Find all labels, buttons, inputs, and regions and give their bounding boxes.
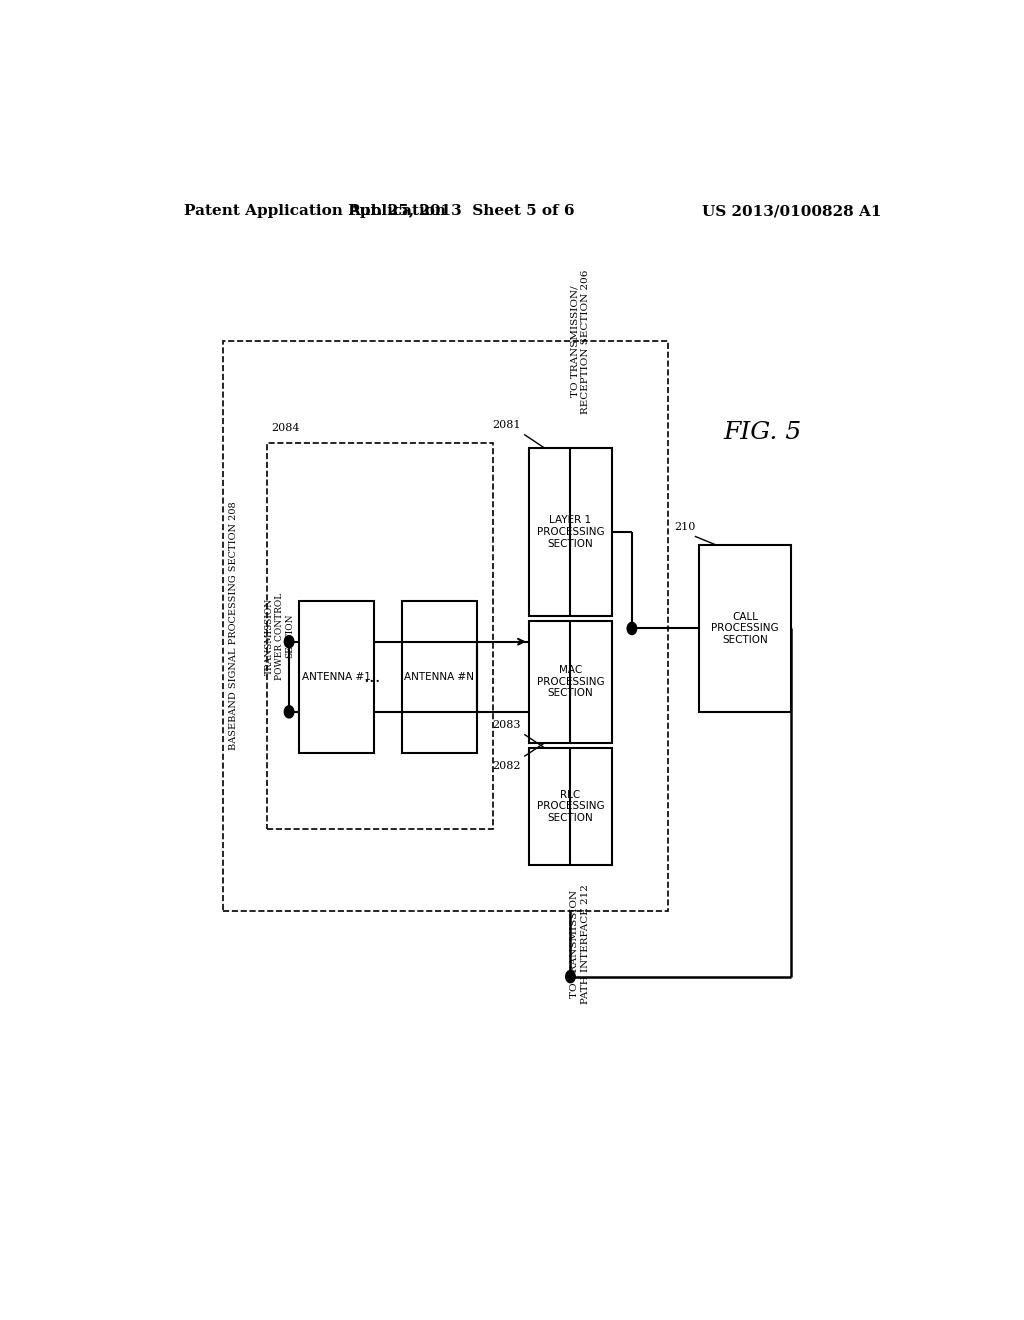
Text: 2084: 2084 xyxy=(270,422,299,433)
Text: ANTENNA #1: ANTENNA #1 xyxy=(302,672,371,681)
Text: 2082: 2082 xyxy=(493,762,521,771)
Text: RLC
PROCESSING
SECTION: RLC PROCESSING SECTION xyxy=(537,789,604,822)
Bar xyxy=(528,748,612,865)
Bar xyxy=(528,620,612,743)
Text: Patent Application Publication: Patent Application Publication xyxy=(183,205,445,218)
Text: ANTENNA #N: ANTENNA #N xyxy=(404,672,474,681)
Text: ...: ... xyxy=(362,668,381,686)
Bar xyxy=(699,545,791,713)
Text: BASEBAND SIGNAL PROCESSING SECTION 208: BASEBAND SIGNAL PROCESSING SECTION 208 xyxy=(229,502,238,750)
Bar xyxy=(267,444,494,829)
Text: 210: 210 xyxy=(674,523,695,532)
Text: TRANSMISSION
POWER CONTROL
SECTION: TRANSMISSION POWER CONTROL SECTION xyxy=(264,593,295,680)
Bar xyxy=(528,447,612,615)
Circle shape xyxy=(285,706,294,718)
Text: US 2013/0100828 A1: US 2013/0100828 A1 xyxy=(702,205,882,218)
Text: TO TRANSMISSION
PATH INTERFACE 212: TO TRANSMISSION PATH INTERFACE 212 xyxy=(570,883,590,1003)
Bar xyxy=(299,601,374,752)
Text: 2083: 2083 xyxy=(493,719,521,730)
Bar xyxy=(401,601,477,752)
Text: Apr. 25, 2013  Sheet 5 of 6: Apr. 25, 2013 Sheet 5 of 6 xyxy=(348,205,574,218)
Text: TO TRANSMISSION/
RECEPTION SECTION 206: TO TRANSMISSION/ RECEPTION SECTION 206 xyxy=(570,269,590,413)
Bar xyxy=(223,342,668,911)
Circle shape xyxy=(565,970,575,982)
Circle shape xyxy=(285,636,294,648)
Text: FIG. 5: FIG. 5 xyxy=(724,421,802,445)
Text: MAC
PROCESSING
SECTION: MAC PROCESSING SECTION xyxy=(537,665,604,698)
Text: CALL
PROCESSING
SECTION: CALL PROCESSING SECTION xyxy=(712,612,779,645)
Circle shape xyxy=(627,623,637,635)
Text: LAYER 1
PROCESSING
SECTION: LAYER 1 PROCESSING SECTION xyxy=(537,515,604,549)
Text: 2081: 2081 xyxy=(493,420,521,430)
